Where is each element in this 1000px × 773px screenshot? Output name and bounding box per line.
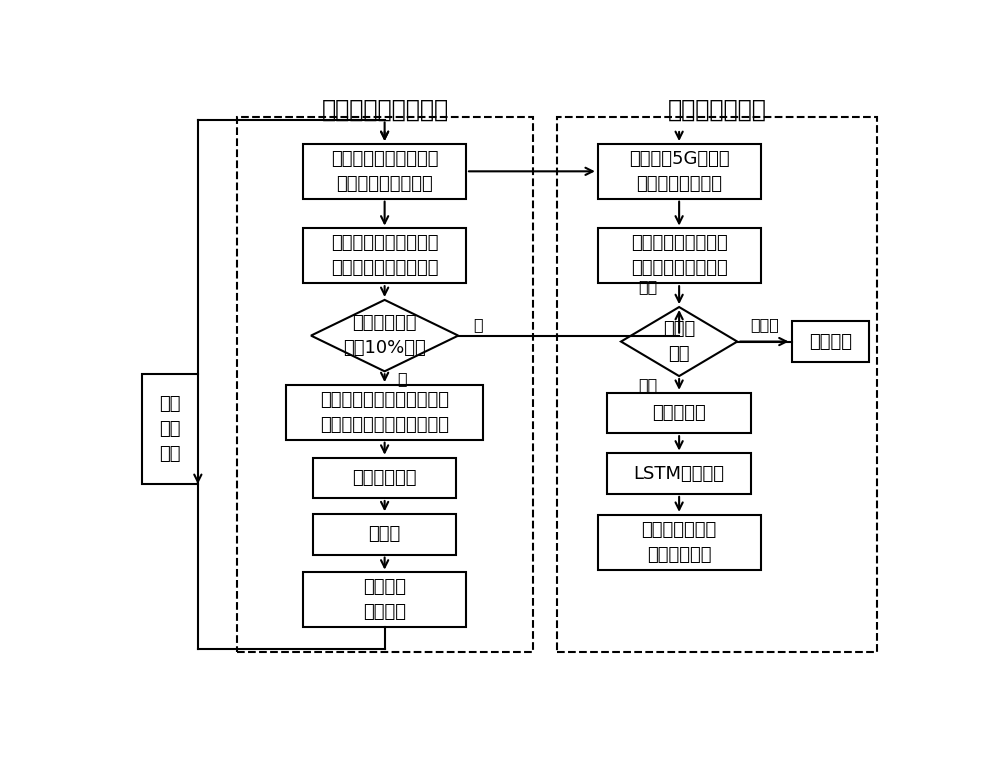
Text: 输出故障
预测结果: 输出故障 预测结果 (363, 578, 406, 621)
Text: LSTM模型训练: LSTM模型训练 (634, 465, 725, 482)
Polygon shape (621, 307, 737, 376)
Text: 采集燃料电池端的操作
条件信息与阻抗信息: 采集燃料电池端的操作 条件信息与阻抗信息 (331, 150, 438, 192)
Text: 将阻抗信息与操作条件信息
传入车载端的阻抗预测模型: 将阻抗信息与操作条件信息 传入车载端的阻抗预测模型 (320, 391, 449, 434)
FancyBboxPatch shape (303, 229, 466, 283)
Text: 未通过: 未通过 (750, 318, 779, 332)
Text: 分类器: 分类器 (368, 526, 401, 543)
FancyBboxPatch shape (313, 458, 456, 498)
Text: 模型参数传到车
载端完成部署: 模型参数传到车 载端完成部署 (642, 521, 717, 564)
Text: 特征参数提取: 特征参数提取 (352, 469, 417, 487)
FancyBboxPatch shape (303, 573, 466, 627)
FancyBboxPatch shape (607, 393, 751, 433)
Text: 数据标准化: 数据标准化 (652, 404, 706, 422)
FancyBboxPatch shape (286, 385, 483, 440)
Polygon shape (311, 300, 458, 371)
Text: 通过: 通过 (639, 377, 658, 392)
Text: 车载端故障在线预测: 车载端故障在线预测 (322, 97, 449, 121)
FancyBboxPatch shape (792, 322, 869, 362)
Text: 白噪声
校验: 白噪声 校验 (663, 320, 695, 363)
FancyBboxPatch shape (313, 514, 456, 555)
Text: 通过车载5G通讯模
块上传到云服务器: 通过车载5G通讯模 块上传到云服务器 (629, 150, 729, 192)
Text: 平台报警: 平台报警 (809, 332, 852, 351)
Text: 重复
预测
过程: 重复 预测 过程 (159, 395, 181, 463)
FancyBboxPatch shape (303, 144, 466, 199)
Text: 否: 否 (397, 371, 406, 386)
FancyBboxPatch shape (598, 229, 761, 283)
Text: 触发: 触发 (639, 279, 658, 294)
FancyBboxPatch shape (607, 454, 751, 494)
FancyBboxPatch shape (598, 515, 761, 570)
Text: 在云端对数据进行预
处理并存入数据库中: 在云端对数据进行预 处理并存入数据库中 (631, 234, 728, 278)
Text: 是: 是 (473, 318, 482, 332)
Text: 连续十次偏差
达到10%以上: 连续十次偏差 达到10%以上 (343, 314, 426, 357)
Text: 云端模型自更新: 云端模型自更新 (668, 97, 767, 121)
FancyBboxPatch shape (142, 374, 198, 484)
FancyBboxPatch shape (598, 144, 761, 199)
Text: 将测得的阻抗值与前一
时刻预测的阻抗值比较: 将测得的阻抗值与前一 时刻预测的阻抗值比较 (331, 234, 438, 278)
